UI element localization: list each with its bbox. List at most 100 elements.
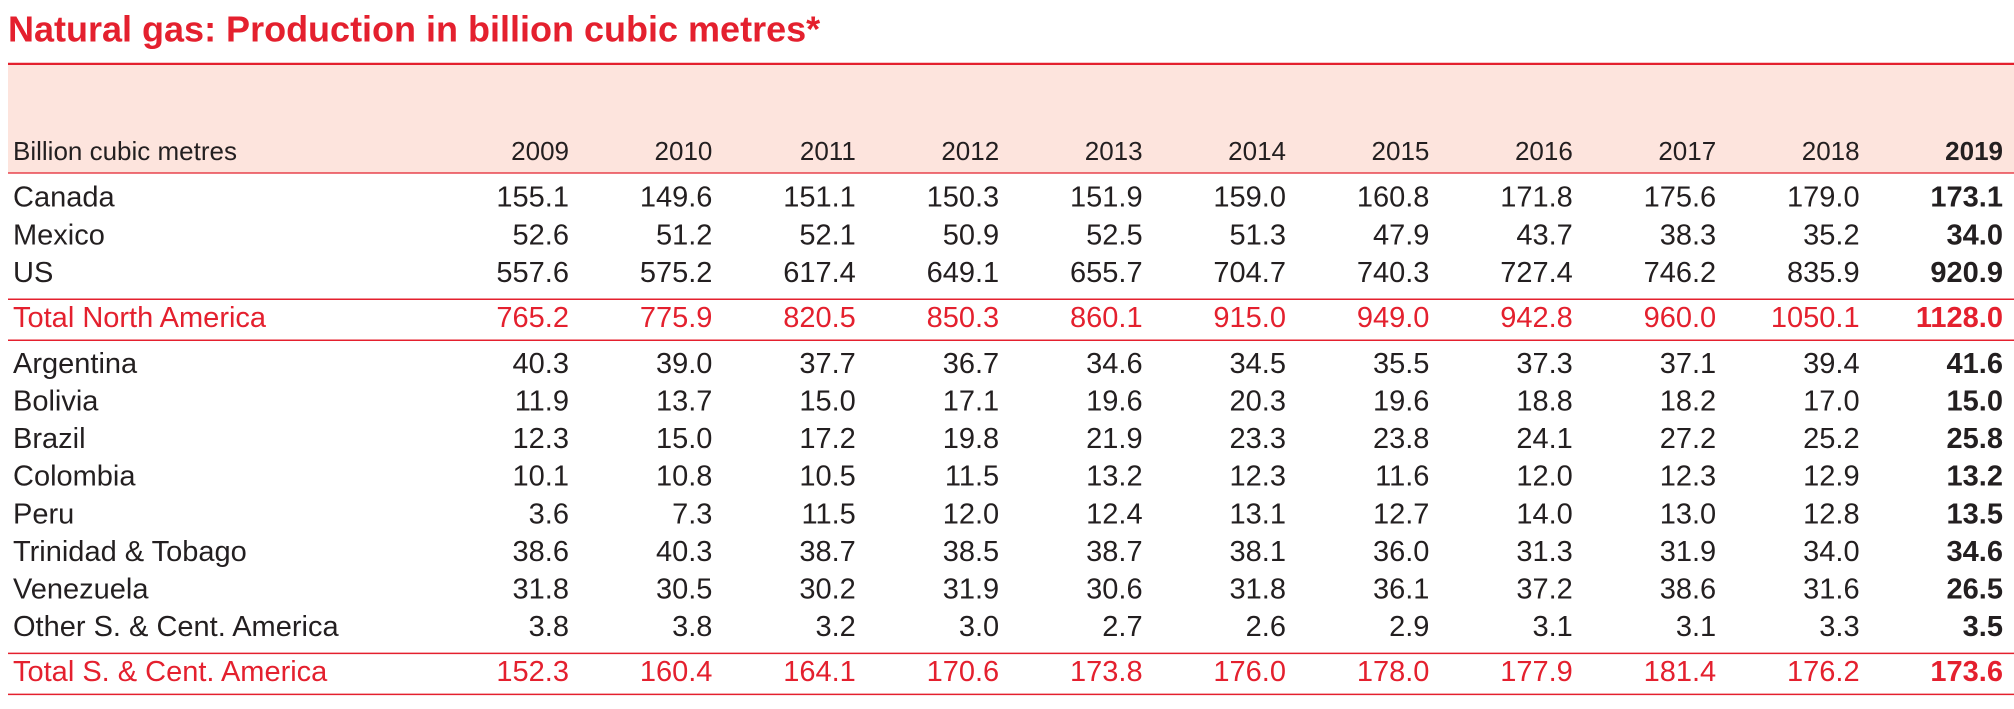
row-value: 37.2	[1516, 573, 1572, 605]
row-value: 30.6	[1086, 573, 1142, 605]
row-value: 40.3	[656, 536, 712, 568]
row-value: 3.2	[815, 611, 855, 643]
row-value: 649.1	[927, 257, 1000, 289]
row-value: 3.1	[1532, 611, 1572, 643]
total-value: 170.6	[927, 656, 1000, 688]
row-value: 617.4	[783, 257, 856, 289]
row-label: Trinidad & Tobago	[13, 536, 247, 568]
row-value: 51.2	[656, 219, 712, 251]
row-label: Colombia	[13, 461, 136, 493]
header-band	[8, 65, 2014, 173]
row-value: 920.9	[1930, 257, 2003, 289]
header-value: 2013	[1085, 136, 1143, 166]
row-value: 23.3	[1230, 423, 1286, 455]
row-value: 3.8	[672, 611, 712, 643]
row-value: 159.0	[1213, 182, 1286, 214]
row-value: 35.5	[1373, 348, 1429, 380]
row-value: 151.9	[1070, 182, 1143, 214]
row-value: 10.5	[799, 461, 855, 493]
total-value: 860.1	[1070, 302, 1143, 334]
row-value: 13.1	[1230, 498, 1286, 530]
total-value: 152.3	[496, 656, 569, 688]
header-value: 2012	[941, 136, 999, 166]
row-value: 36.0	[1373, 536, 1429, 568]
row-value: 3.3	[1819, 611, 1859, 643]
row-value: 31.9	[943, 573, 999, 605]
total-value: 820.5	[783, 302, 856, 334]
row-value: 27.2	[1660, 423, 1716, 455]
row-value: 34.6	[1086, 348, 1142, 380]
header-value: 2016	[1515, 136, 1573, 166]
row-value: 23.8	[1373, 423, 1429, 455]
row-value: 17.1	[943, 385, 999, 417]
row-value: 30.5	[656, 573, 712, 605]
total-value: 960.0	[1644, 302, 1717, 334]
title: Natural gas: Production in billion cubic…	[8, 9, 820, 50]
row-label: Bolivia	[13, 385, 99, 417]
row-value: 19.8	[943, 423, 999, 455]
row-value: 36.7	[943, 348, 999, 380]
row-value: 3.0	[959, 611, 999, 643]
row-value: 25.8	[1947, 423, 2003, 455]
total-value: 178.0	[1357, 656, 1430, 688]
row-value: 740.3	[1357, 257, 1430, 289]
row-label: Peru	[13, 498, 74, 530]
row-value: 151.1	[783, 182, 856, 214]
row-value: 31.9	[1660, 536, 1716, 568]
row-value: 14.0	[1516, 498, 1572, 530]
header-value: 2019	[1945, 136, 2003, 166]
row-value: 12.0	[1516, 461, 1572, 493]
row-value: 704.7	[1213, 257, 1286, 289]
row-value: 2.7	[1102, 611, 1142, 643]
row-value: 175.6	[1644, 182, 1717, 214]
row-value: 31.3	[1516, 536, 1572, 568]
row-value: 13.5	[1947, 498, 2003, 530]
header-value: 2011	[800, 136, 856, 166]
row-value: 11.9	[515, 385, 569, 417]
header-label: Billion cubic metres	[13, 136, 237, 166]
row-value: 3.1	[1676, 611, 1716, 643]
row-value: 835.9	[1787, 257, 1860, 289]
total-label: Total North America	[13, 302, 267, 334]
row-value: 52.1	[799, 219, 855, 251]
row-value: 746.2	[1644, 257, 1717, 289]
row-value: 34.0	[1803, 536, 1859, 568]
row-value: 38.1	[1230, 536, 1286, 568]
row-label: Mexico	[13, 219, 105, 251]
row-value: 12.0	[943, 498, 999, 530]
total-value: 177.9	[1500, 656, 1573, 688]
row-value: 155.1	[496, 182, 569, 214]
row-value: 31.8	[513, 573, 569, 605]
total-value: 173.8	[1070, 656, 1143, 688]
row-value: 18.8	[1516, 385, 1572, 417]
row-value: 26.5	[1947, 573, 2003, 605]
row-value: 149.6	[640, 182, 713, 214]
row-value: 35.2	[1803, 219, 1859, 251]
row-label: US	[13, 257, 53, 289]
total-value: 160.4	[640, 656, 713, 688]
header-value: 2017	[1658, 136, 1716, 166]
row-value: 10.1	[513, 461, 569, 493]
total-value: 850.3	[927, 302, 1000, 334]
row-value: 12.3	[1660, 461, 1716, 493]
total-value: 1128.0	[1916, 302, 2003, 334]
header-value: 2014	[1228, 136, 1286, 166]
row-label: Venezuela	[13, 573, 149, 605]
row-value: 43.7	[1516, 219, 1572, 251]
row-value: 12.3	[513, 423, 569, 455]
row-value: 34.6	[1947, 536, 2003, 568]
total-value: 164.1	[783, 656, 856, 688]
row-value: 37.1	[1660, 348, 1716, 380]
row-value: 39.0	[656, 348, 712, 380]
row-value: 12.7	[1373, 498, 1429, 530]
row-value: 7.3	[672, 498, 712, 530]
row-value: 3.5	[1963, 611, 2003, 643]
row-label: Argentina	[13, 348, 138, 380]
row-value: 38.7	[799, 536, 855, 568]
row-value: 17.2	[799, 423, 855, 455]
row-value: 34.0	[1947, 219, 2003, 251]
row-value: 38.7	[1086, 536, 1142, 568]
row-value: 10.8	[656, 461, 712, 493]
total-label: Total S. & Cent. America	[13, 656, 328, 688]
